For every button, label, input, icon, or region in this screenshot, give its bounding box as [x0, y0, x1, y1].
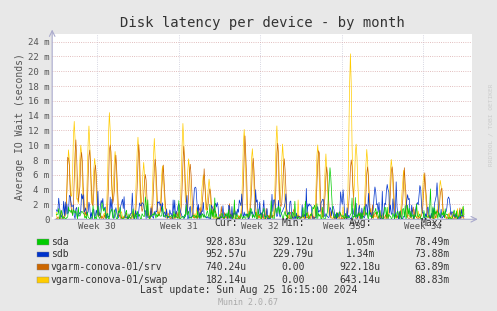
- Text: 928.83u: 928.83u: [206, 237, 247, 247]
- Text: 952.57u: 952.57u: [206, 249, 247, 259]
- Text: 0.00: 0.00: [281, 275, 305, 285]
- Text: sda: sda: [51, 237, 68, 247]
- Text: 643.14u: 643.14u: [340, 275, 381, 285]
- Text: Last update: Sun Aug 25 16:15:00 2024: Last update: Sun Aug 25 16:15:00 2024: [140, 285, 357, 295]
- Text: vgarm-conova-01/srv: vgarm-conova-01/srv: [51, 262, 163, 272]
- Text: RRDTOOL / TOBI OETIKER: RRDTOOL / TOBI OETIKER: [489, 83, 494, 166]
- Text: 63.89m: 63.89m: [415, 262, 450, 272]
- Text: 182.14u: 182.14u: [206, 275, 247, 285]
- Text: vgarm-conova-01/swap: vgarm-conova-01/swap: [51, 275, 168, 285]
- Text: 73.88m: 73.88m: [415, 249, 450, 259]
- Y-axis label: Average IO Wait (seconds): Average IO Wait (seconds): [15, 53, 25, 200]
- Text: sdb: sdb: [51, 249, 68, 259]
- Text: 740.24u: 740.24u: [206, 262, 247, 272]
- Text: 922.18u: 922.18u: [340, 262, 381, 272]
- Title: Disk latency per device - by month: Disk latency per device - by month: [120, 16, 405, 30]
- Text: 0.00: 0.00: [281, 262, 305, 272]
- Text: 329.12u: 329.12u: [273, 237, 314, 247]
- Text: 1.05m: 1.05m: [345, 237, 375, 247]
- Text: Munin 2.0.67: Munin 2.0.67: [219, 298, 278, 307]
- Text: 1.34m: 1.34m: [345, 249, 375, 259]
- Text: 88.83m: 88.83m: [415, 275, 450, 285]
- Text: Avg:: Avg:: [348, 218, 372, 228]
- Text: Cur:: Cur:: [214, 218, 238, 228]
- Text: 78.49m: 78.49m: [415, 237, 450, 247]
- Text: Min:: Min:: [281, 218, 305, 228]
- Text: 229.79u: 229.79u: [273, 249, 314, 259]
- Text: Max:: Max:: [420, 218, 444, 228]
